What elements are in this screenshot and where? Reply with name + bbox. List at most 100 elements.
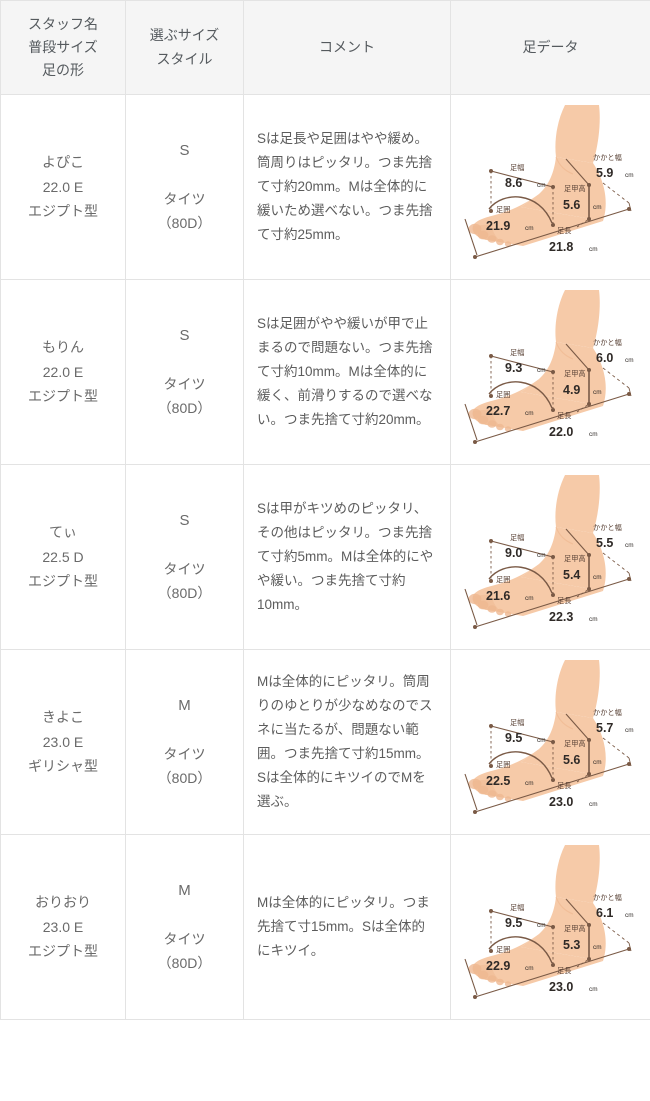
chosen-style: タイツ	[163, 930, 206, 947]
heel-width-value: 6.0	[596, 351, 613, 365]
staff-foot-shape: エジプト型	[28, 388, 98, 405]
dimension-endpoints	[472, 909, 631, 999]
measurement-girth: 足囲 21.6 cm	[486, 575, 534, 603]
heel-width-value: 5.9	[596, 166, 613, 180]
table-row: てぃ 22.5 D エジプト型 S タイツ （80D） Sは甲がキツめのピッタリ…	[0, 464, 650, 650]
foot-measurement-diagram: 足幅 9.5 cm かかと幅 5.7 cm 足甲高 5.6 cm 足囲 22.5…	[463, 660, 634, 814]
column-header-size-line-1: 選ぶサイズ	[149, 27, 220, 44]
foot-data-cell: 足幅 9.0 cm かかと幅 5.5 cm 足甲高 5.4 cm 足囲 21.6…	[450, 464, 650, 650]
dimension-endpoints	[472, 724, 631, 814]
measurement-foot-length: 足長 22.0 cm	[549, 411, 598, 439]
column-header-staff-line-1: スタッフ名	[28, 15, 98, 32]
measurement-foot-length: 足長 23.0 cm	[549, 966, 598, 994]
measurement-instep-height: 足甲高 5.4 cm	[563, 554, 602, 582]
instep-height-unit: cm	[593, 944, 602, 951]
girth-unit: cm	[525, 780, 534, 787]
foot-length-value: 21.8	[549, 240, 573, 254]
heel-width-value: 6.1	[596, 906, 613, 920]
foot-length-value: 23.0	[549, 980, 573, 994]
foot-length-label: 足長	[557, 226, 571, 235]
heel-width-unit: cm	[625, 727, 634, 734]
measurement-heel-width: かかと幅 6.0 cm	[593, 338, 634, 365]
toes	[468, 593, 511, 617]
staff-foot-shape: エジプト型	[28, 573, 98, 590]
foot-illustration	[468, 660, 606, 802]
staff-usual-size: 22.0 E	[42, 363, 84, 380]
girth-label: 足囲	[496, 760, 510, 769]
heel-width-label: かかと幅	[593, 708, 622, 717]
heel-width-label: かかと幅	[593, 338, 622, 347]
column-header-comment-line-1: コメント	[319, 38, 375, 55]
measurement-heel-width: かかと幅 6.1 cm	[593, 893, 634, 920]
chosen-style: タイツ	[163, 560, 206, 577]
chosen-size-cell: M タイツ （80D）	[125, 834, 244, 1020]
chosen-size-cell: S タイツ （80D）	[125, 279, 244, 465]
foot-length-label: 足長	[557, 966, 571, 975]
staff-name: きよこ	[42, 709, 84, 726]
toes	[468, 963, 511, 987]
staff-cell: てぃ 22.5 D エジプト型	[0, 464, 126, 650]
dimension-lines	[463, 343, 631, 443]
foot-width-value: 9.3	[505, 361, 522, 375]
table-row: おりおり 23.0 E エジプト型 M タイツ （80D） Mは全体的にピッタリ…	[0, 834, 650, 1020]
comment-cell: Sは足囲がやや緩いが甲で止まるので問題ない。つま先捨て寸約10mm。Mは全体的に…	[243, 279, 451, 465]
staff-foot-shape: ギリシャ型	[28, 758, 98, 775]
chosen-denier: （80D）	[157, 955, 212, 972]
measurement-girth: 足囲 22.9 cm	[486, 945, 534, 973]
instep-height-label: 足甲高	[564, 369, 586, 378]
column-header-size: 選ぶサイズ スタイル	[125, 0, 244, 95]
heel-width-unit: cm	[625, 912, 634, 919]
toes	[468, 778, 511, 802]
table-header: スタッフ名 普段サイズ 足の形 選ぶサイズ スタイル コメント 足データ	[0, 0, 650, 95]
measurement-foot-width: 足幅 9.5 cm	[505, 903, 546, 930]
column-header-size-line-2: スタイル	[156, 50, 213, 67]
foot-width-label: 足幅	[510, 163, 524, 172]
staff-usual-size: 23.0 E	[42, 918, 84, 935]
girth-label: 足囲	[496, 575, 510, 584]
foot-length-label: 足長	[557, 781, 571, 790]
heel-width-unit: cm	[625, 172, 634, 179]
column-header-staff: スタッフ名 普段サイズ 足の形	[0, 0, 126, 95]
measurement-foot-width: 足幅 9.3 cm	[505, 348, 546, 375]
measurement-girth: 足囲 22.7 cm	[486, 390, 534, 418]
foot-data-cell: 足幅 9.3 cm かかと幅 6.0 cm 足甲高 4.9 cm 足囲 22.7…	[450, 279, 650, 465]
foot-data-cell: 足幅 9.5 cm かかと幅 5.7 cm 足甲高 5.6 cm 足囲 22.5…	[450, 649, 650, 835]
girth-unit: cm	[525, 595, 534, 602]
staff-name: おりおり	[35, 894, 91, 911]
chosen-denier: （80D）	[157, 585, 212, 602]
staff-usual-size: 23.0 E	[42, 733, 84, 750]
comment-cell: Mは全体的にピッタリ。つま先捨て寸15mm。Sは全体的にキツイ。	[243, 834, 451, 1020]
foot-data-cell: 足幅 8.6 cm かかと幅 5.9 cm 足甲高 5.6 cm 足囲 21.9…	[450, 94, 650, 280]
girth-value: 22.7	[486, 404, 510, 418]
measurement-foot-length: 足長 23.0 cm	[549, 781, 598, 809]
foot-length-label: 足長	[557, 411, 571, 420]
instep-height-value: 5.6	[563, 198, 580, 212]
comment-cell: Sは足長や足囲はやや緩め。筒周りはピッタリ。つま先捨て寸約20mm。Mは全体的に…	[243, 94, 451, 280]
staff-name: よぴこ	[42, 154, 84, 171]
foot-width-value: 9.0	[505, 546, 522, 560]
instep-height-value: 5.4	[563, 568, 580, 582]
measurement-girth: 足囲 21.9 cm	[486, 205, 534, 233]
chosen-denier: （80D）	[157, 400, 212, 417]
table-row: もりん 22.0 E エジプト型 S タイツ （80D） Sは足囲がやや緩いが甲…	[0, 279, 650, 465]
heel-width-label: かかと幅	[593, 153, 622, 162]
dimension-lines	[463, 713, 631, 813]
foot-length-value: 23.0	[549, 795, 573, 809]
chosen-size-cell: M タイツ （80D）	[125, 649, 244, 835]
foot-width-unit: cm	[537, 737, 546, 744]
heel-width-label: かかと幅	[593, 893, 622, 902]
chosen-size-letter: M	[178, 882, 191, 900]
measurement-heel-width: かかと幅 5.9 cm	[593, 153, 634, 180]
chosen-denier: （80D）	[157, 770, 212, 787]
heel-width-unit: cm	[625, 542, 634, 549]
staff-cell: もりん 22.0 E エジプト型	[0, 279, 126, 465]
foot-length-unit: cm	[589, 431, 598, 438]
foot-width-label: 足幅	[510, 533, 524, 542]
staff-usual-size: 22.0 E	[42, 178, 84, 195]
measurement-heel-width: かかと幅 5.7 cm	[593, 708, 634, 735]
column-header-staff-line-2: 普段サイズ	[28, 38, 98, 55]
staff-name: もりん	[42, 339, 84, 356]
foot-measurement-diagram: 足幅 9.3 cm かかと幅 6.0 cm 足甲高 4.9 cm 足囲 22.7…	[463, 290, 634, 444]
dimension-lines	[463, 528, 631, 628]
staff-usual-size: 22.5 D	[42, 548, 84, 565]
